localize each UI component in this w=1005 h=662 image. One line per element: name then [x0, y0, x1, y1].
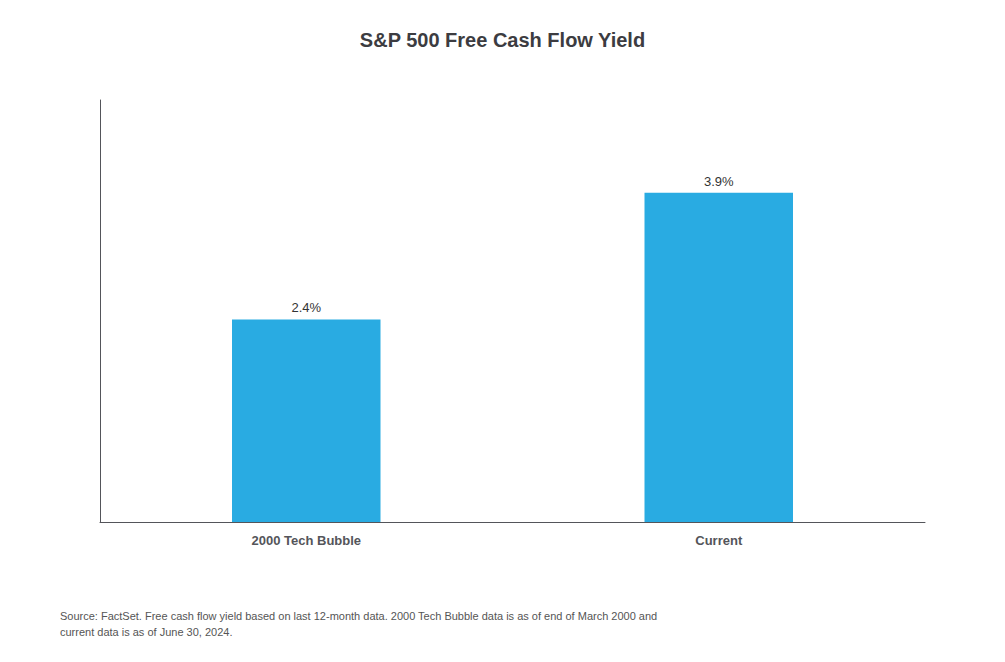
svg-text:Source: FactSet. Free cash flo: Source: FactSet. Free cash flow yield ba… — [60, 610, 657, 622]
svg-text:current data is as of June 30,: current data is as of June 30, 2024. — [60, 626, 232, 638]
svg-text:Current: Current — [695, 533, 743, 548]
svg-text:2.4%: 2.4% — [291, 300, 321, 315]
svg-text:3.9%: 3.9% — [704, 174, 734, 189]
svg-text:S&P 500 Free Cash Flow Yield: S&P 500 Free Cash Flow Yield — [360, 29, 645, 51]
svg-text:2000 Tech Bubble: 2000 Tech Bubble — [251, 533, 361, 548]
